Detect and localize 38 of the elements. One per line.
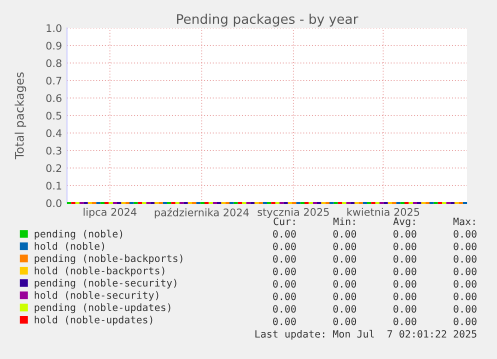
legend-label: pending (noble-backports) <box>34 254 182 264</box>
chart-title: Pending packages - by year <box>177 14 358 27</box>
x-tick-label: kwietnia 2025 <box>347 208 420 216</box>
y-tick-label: 0.5 <box>46 112 62 120</box>
y-tick-label: 0.3 <box>46 146 62 155</box>
y-tick-label: 1.0 <box>46 24 62 32</box>
y-tick-label: 0.6 <box>46 94 62 102</box>
text: 0.00 0.00 0.00 0.00 <box>273 268 476 276</box>
y-tick-label: 0.7 <box>46 76 62 85</box>
legend-label: pending (noble-security) <box>34 278 176 289</box>
y-tick-label: 0.2 <box>46 164 62 172</box>
y-tick-label: 0.0 <box>46 199 62 208</box>
y-tick-label: 0.1 <box>46 182 62 190</box>
text: Avg: <box>393 218 415 228</box>
text: 0.00 0.00 0.00 0.00 <box>273 255 476 263</box>
y-tick-label: 0.8 <box>46 59 62 68</box>
legend-label: hold (noble-updates) <box>34 316 152 326</box>
legend-label: hold (noble-backports) <box>34 266 164 276</box>
text: 0.00 0.00 0.00 0.00 <box>273 318 476 326</box>
legend-label: pending (noble-updates) <box>34 303 170 314</box>
text: Min: <box>333 217 355 226</box>
text: 0.00 0.00 0.00 0.00 <box>273 230 476 238</box>
legend-label: hold (noble) <box>34 242 104 252</box>
legend-label: hold (noble-security) <box>34 291 158 301</box>
text: Max: <box>453 218 475 226</box>
text: 0.00 0.00 0.00 0.00 <box>273 305 476 313</box>
y-tick-label: 0.4 <box>46 129 62 138</box>
x-tick-label: lipca 2024 <box>84 208 136 218</box>
text: Last update: Mon Jul 7 02:01:22 2025 <box>255 330 476 340</box>
text: 0.00 0.00 0.00 0.00 <box>273 242 476 250</box>
x-tick-label: października 2024 <box>154 208 249 218</box>
text: 0.00 0.00 0.00 0.00 <box>273 280 476 288</box>
y-tick-label: 0.9 <box>46 42 62 50</box>
x-tick-label: stycznia 2025 <box>258 208 329 218</box>
text: Cur: <box>274 218 295 226</box>
text: 0.00 0.00 0.00 0.00 <box>273 292 476 300</box>
legend-label: pending (noble) <box>34 230 122 240</box>
y-axis-title: Total packages <box>14 72 26 160</box>
